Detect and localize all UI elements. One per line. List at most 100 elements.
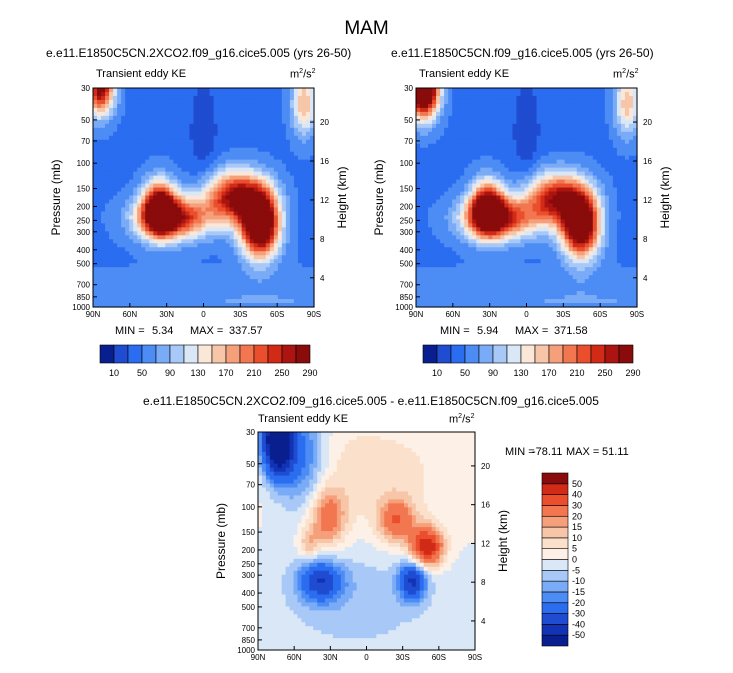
heatmap-cell [213,235,219,240]
heatmap-cell [265,283,271,288]
heatmap-cell [628,127,634,133]
heatmap-cell [117,131,122,137]
heatmap-cell [217,183,223,189]
heatmap-cell [129,203,134,209]
heatmap-cell [133,127,138,133]
heatmap-cell [293,283,299,288]
heatmap-cell [484,219,489,224]
heatmap-cell [201,239,207,244]
heatmap-cell [608,123,614,129]
heatmap-cell [213,135,219,141]
heatmap-cell [109,247,114,252]
heatmap-cell [576,191,582,197]
heatmap-cell [428,123,433,129]
heatmap-cell [125,259,130,264]
heatmap-cell [105,147,110,153]
heatmap-cell [169,219,174,224]
heatmap-cell [133,283,138,288]
heatmap-cell [145,243,150,248]
heatmap-cell [185,207,191,213]
heatmap-cell [233,151,239,157]
heatmap-cell [121,267,126,272]
heatmap-cell [257,283,263,288]
heatmap-cell [564,163,570,169]
heatmap-cell [229,135,235,141]
heatmap-cell [309,299,315,304]
heatmap-cell [129,259,134,264]
heatmap-cell [253,143,259,149]
heatmap-cell [105,211,110,217]
heatmap-cell [568,147,574,153]
heatmap-cell [117,139,122,145]
heatmap-cell [205,283,211,288]
heatmap-cell [301,219,307,224]
heatmap-cell [277,88,283,93]
heatmap-cell [117,207,122,213]
heatmap-cell [440,127,445,133]
heatmap-cell [488,107,493,113]
heatmap-cell [269,295,275,300]
heatmap-cell [237,195,243,201]
heatmap-cell [121,255,126,260]
heatmap-cell [440,187,445,193]
heatmap-cell [564,215,570,220]
heatmap-cell [181,187,187,193]
heatmap-cell [149,231,154,236]
heatmap-cell [464,163,469,169]
heatmap-cell [504,119,510,125]
heatmap-cell [301,127,307,133]
heatmap-cell [109,231,114,236]
heatmap-cell [185,88,191,93]
heatmap-cell [249,271,255,276]
heatmap-cell [105,239,110,244]
heatmap-cell [420,219,425,224]
heatmap-cell [432,139,437,145]
heatmap-cell [552,135,558,141]
heatmap-cell [544,163,550,169]
heatmap-cell [608,131,614,137]
heatmap-cell [189,247,195,252]
heatmap-cell [472,179,477,185]
heatmap-cell [484,91,489,97]
heatmap-cell [564,119,570,125]
heatmap-cell [293,235,299,240]
heatmap-cell [233,95,239,101]
heatmap-cell [277,127,283,133]
heatmap-cell [141,147,146,153]
heatmap-cell [552,88,558,93]
heatmap-cell [436,111,441,117]
heatmap-cell [129,111,134,117]
heatmap-cell [416,151,421,157]
heatmap-cell [448,147,453,153]
heatmap-cell [241,155,247,161]
heatmap-cell [281,115,287,121]
heatmap-cell [237,171,243,177]
heatmap-cell [129,231,134,236]
heatmap-cell [117,199,122,205]
heatmap-cell [540,175,546,181]
heatmap-cell [548,139,554,145]
heatmap-cell [540,219,546,224]
heatmap-cell [552,91,558,97]
heatmap-cell [245,211,251,217]
heatmap-cell [181,115,187,121]
heatmap-cell [153,111,158,117]
heatmap-cell [504,211,510,217]
heatmap-cell [273,175,279,181]
heatmap-cell [608,135,614,141]
heatmap-cell [221,167,227,173]
heatmap-cell [476,199,481,205]
heatmap-cell [428,219,433,224]
heatmap-cell [269,115,275,121]
heatmap-cell [512,187,518,193]
heatmap-cell [632,99,638,105]
heatmap-cell [217,211,223,217]
heatmap-cell [257,115,263,121]
heatmap-cell [616,215,622,220]
heatmap-cell [105,163,110,169]
heatmap-cell [145,267,150,272]
heatmap-cell [624,123,630,129]
heatmap-cell [145,227,150,232]
heatmap-cell [137,235,142,240]
heatmap-cell [101,215,106,220]
